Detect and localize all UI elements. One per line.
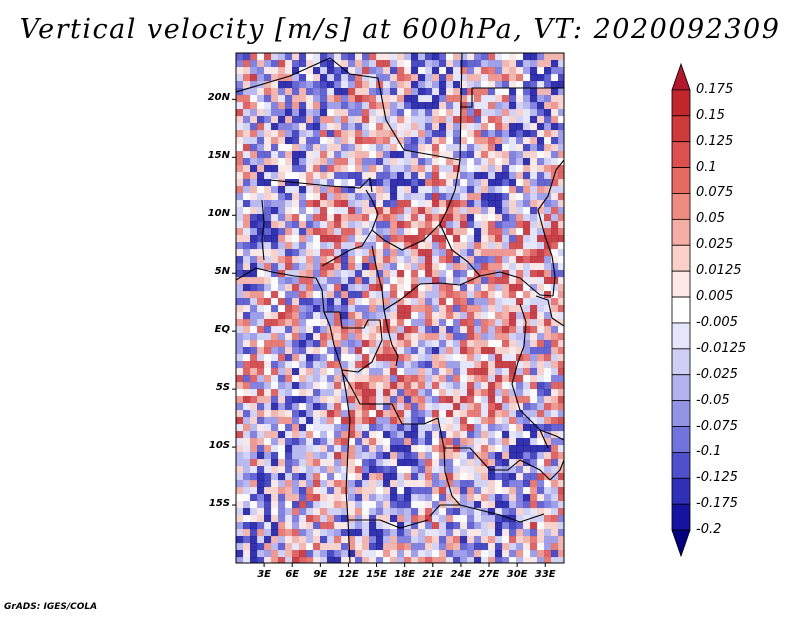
colorbar-label: -0.125 <box>696 470 738 486</box>
colorbar <box>671 62 691 558</box>
lon-label: 9E <box>313 569 328 580</box>
colorbar-swatch <box>671 452 691 479</box>
border-sudan-ethiopia <box>537 159 564 297</box>
lon-label: 27E <box>478 569 500 580</box>
lat-label: 20N <box>207 92 230 104</box>
border-south-sudan <box>479 271 554 297</box>
lon-label: 24E <box>450 569 472 580</box>
lat-label: 5N <box>214 266 230 278</box>
colorbar-swatch <box>671 167 691 194</box>
border-drc-east <box>511 303 549 449</box>
colorbar-swatch <box>671 529 691 558</box>
lon-label: 18E <box>394 569 416 580</box>
colorbar-label: -0.2 <box>696 522 722 538</box>
lat-label: EQ <box>214 324 230 336</box>
colorbar-swatch <box>671 270 691 298</box>
chart-title: Vertical velocity [m/s] at 600hPa, VT: 2… <box>19 14 781 45</box>
border-east-africa <box>535 295 564 441</box>
colorbar-label: -0.025 <box>696 366 738 382</box>
colorbar-swatch <box>671 348 691 376</box>
velocity-field <box>236 53 564 563</box>
lon-label: 12E <box>338 569 359 580</box>
lon-label: 6E <box>285 569 300 580</box>
colorbar-label: -0.05 <box>696 392 730 408</box>
lon-label: 3E <box>257 569 271 580</box>
colorbar-swatch <box>671 426 691 453</box>
colorbar-swatch <box>671 503 691 531</box>
border-congo-drc <box>383 309 399 367</box>
colorbar-label: 0.0125 <box>696 263 742 279</box>
colorbar-label: 0.025 <box>696 237 734 253</box>
colorbar-swatch <box>671 322 691 350</box>
border-nigeria-benin <box>261 199 265 261</box>
border-angola-drc <box>341 371 521 471</box>
colorbar-label: -0.005 <box>696 314 738 330</box>
border-chad-car <box>371 223 441 251</box>
colorbar-label: -0.075 <box>696 418 738 434</box>
colorbar-swatch <box>671 89 691 117</box>
colorbar-swatch <box>671 115 691 143</box>
colorbar-swatch <box>671 374 691 402</box>
border-namibia-angola <box>348 519 429 529</box>
colorbar-swatch <box>671 141 691 168</box>
map-frame <box>235 52 565 564</box>
lat-label: 15N <box>207 150 230 162</box>
lat-label: 15S <box>208 498 230 510</box>
border-niger-nigeria <box>269 177 373 193</box>
colorbar-label: -0.1 <box>696 444 722 460</box>
border-congo-gabon <box>324 311 383 373</box>
border-car-drc <box>383 275 481 311</box>
coastline <box>236 267 351 563</box>
lon-label: 33E <box>534 569 556 580</box>
grads-credit: GrADS: IGES/COLA <box>4 602 98 612</box>
lon-label: 15E <box>366 569 387 580</box>
border-libya-niger-chad <box>236 53 463 161</box>
colorbar-label: 0.15 <box>696 107 725 123</box>
colorbar-swatch <box>671 193 691 220</box>
border-mozambique <box>519 459 564 481</box>
colorbar-label: -0.0125 <box>696 340 747 356</box>
lat-label: 10N <box>207 208 230 220</box>
colorbar-swatch <box>671 296 691 324</box>
colorbar-label: 0.05 <box>696 211 725 227</box>
colorbar-swatch <box>671 62 691 91</box>
colorbar-label: 0.125 <box>696 133 734 149</box>
colorbar-swatch <box>671 218 691 246</box>
lon-label: 21E <box>422 569 444 580</box>
latitude-ticks <box>232 98 236 506</box>
border-zambia-zimbabwe <box>459 504 545 523</box>
lon-label: 30E <box>506 569 528 580</box>
colorbar-label: 0.1 <box>696 159 717 175</box>
country-borders <box>236 53 564 563</box>
lat-label: 5S <box>215 382 230 394</box>
colorbar-label: 0.175 <box>696 81 734 97</box>
longitude-ticks <box>263 563 546 567</box>
colorbar-swatch <box>671 244 691 272</box>
border-nigeria-cameroon <box>321 189 379 267</box>
colorbar-swatch <box>671 477 691 505</box>
border-cameroon-car <box>371 245 385 311</box>
colorbar-label: 0.005 <box>696 289 734 305</box>
colorbar-label: -0.175 <box>696 496 738 512</box>
border-angola-zambia <box>429 447 461 517</box>
colorbar-swatch <box>671 400 691 427</box>
lat-label: 10S <box>208 440 230 452</box>
border-egypt-sudan <box>460 87 564 108</box>
colorbar-label: 0.075 <box>696 185 734 201</box>
